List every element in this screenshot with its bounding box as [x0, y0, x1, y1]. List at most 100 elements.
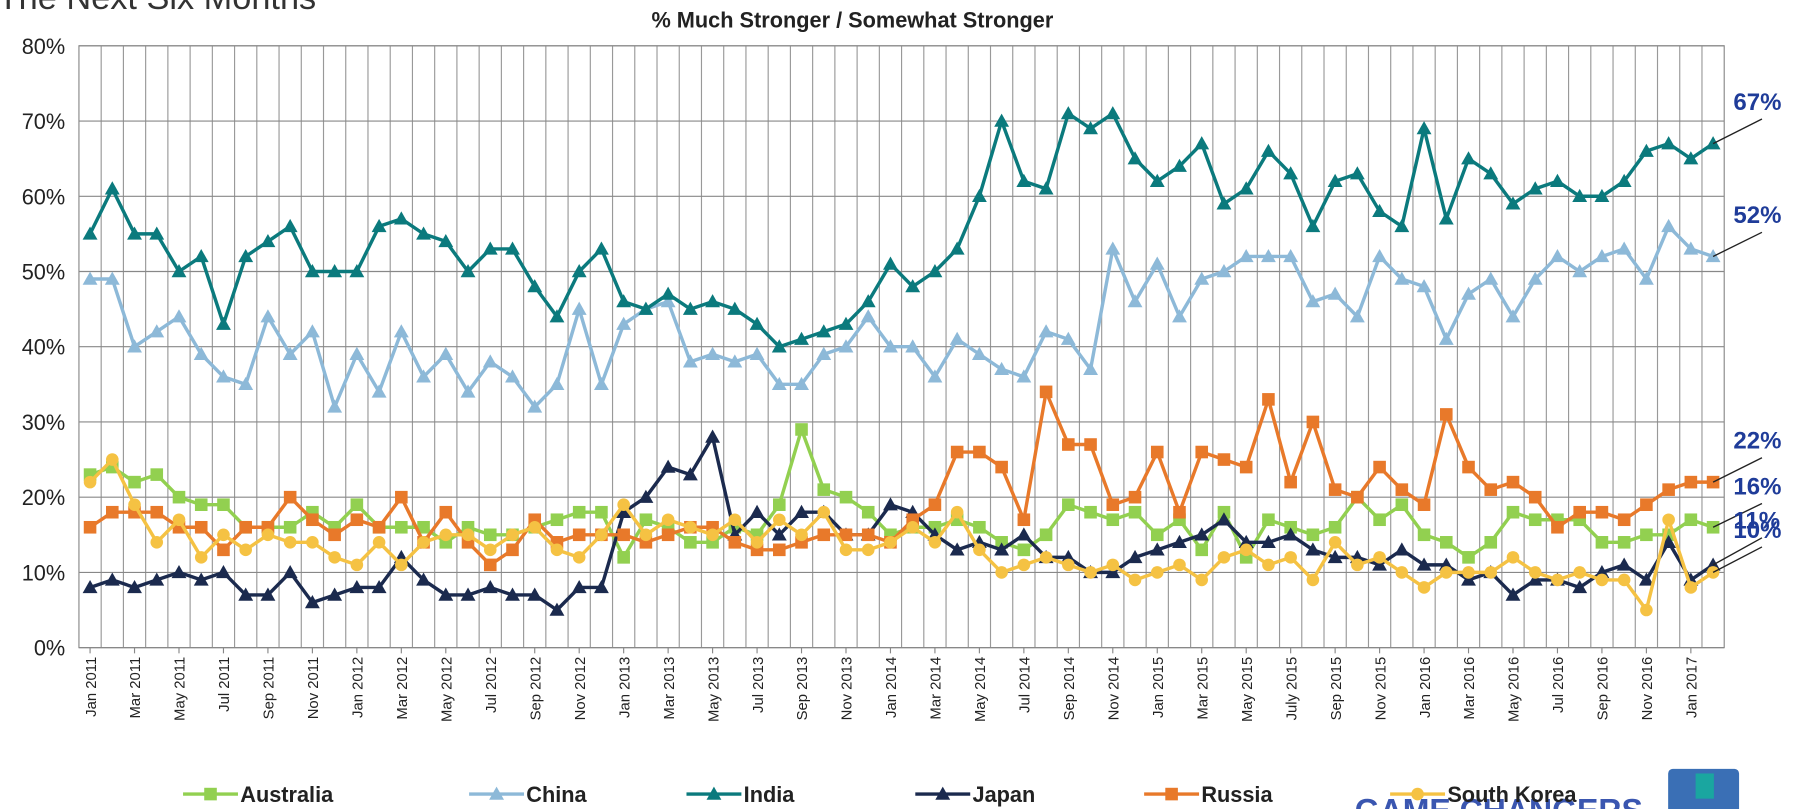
data-point [506, 528, 519, 542]
data-point [1572, 580, 1588, 594]
data-point [217, 543, 230, 557]
data-point [1105, 564, 1121, 579]
data-point [1106, 558, 1120, 572]
legend-marker [1411, 787, 1424, 801]
data-point [1395, 498, 1409, 511]
data-point [1640, 498, 1653, 511]
data-point [1128, 573, 1142, 587]
data-point [884, 536, 897, 549]
data-point [417, 536, 430, 549]
data-point [1616, 173, 1632, 187]
data-point [505, 369, 520, 383]
data-point [660, 286, 676, 300]
data-point [172, 513, 186, 527]
data-point [1439, 408, 1453, 421]
data-point [1106, 498, 1120, 511]
data-point [350, 558, 364, 572]
data-point [660, 294, 676, 308]
data-point [928, 498, 942, 511]
data-point [128, 498, 141, 511]
data-point [1128, 490, 1142, 504]
data-point [1016, 369, 1032, 383]
data-point [1262, 558, 1275, 572]
data-point [1395, 566, 1409, 579]
data-point [82, 226, 98, 240]
data-point [1484, 536, 1498, 549]
data-point [1684, 513, 1698, 527]
data-point [1017, 513, 1031, 527]
data-point [616, 504, 632, 518]
data-point [438, 346, 454, 360]
data-point [795, 423, 808, 436]
data-point [1217, 505, 1231, 519]
data-point [1127, 294, 1143, 308]
data-point [1039, 528, 1053, 542]
data-point [727, 354, 743, 368]
data-point [1150, 528, 1164, 542]
data-point [861, 505, 875, 519]
data-point [238, 249, 254, 263]
data-point [483, 558, 497, 572]
data-point [1305, 542, 1321, 556]
data-point [1039, 551, 1053, 564]
x-tick-label: May 2011 [173, 657, 189, 721]
data-point [260, 309, 276, 323]
data-point [483, 543, 497, 557]
data-point [1617, 513, 1631, 527]
data-point [1284, 520, 1297, 534]
data-point [728, 536, 742, 549]
data-point [593, 241, 609, 255]
data-point [1016, 173, 1032, 187]
data-point [1172, 309, 1187, 323]
legend-label: Australia [240, 782, 334, 807]
data-point [104, 271, 120, 285]
data-point [438, 233, 454, 248]
end-label: 16% [1733, 473, 1781, 500]
end-label: 10% [1733, 517, 1781, 544]
x-tick-label: Sep 2012 [528, 657, 544, 721]
data-point [83, 520, 97, 534]
data-point [550, 543, 564, 557]
data-point [973, 445, 986, 459]
data-point [949, 542, 965, 556]
x-tick-label: May 2015 [1240, 657, 1256, 722]
data-point [1084, 505, 1097, 519]
x-tick-label: Jan 2012 [351, 657, 367, 718]
data-point [1417, 498, 1431, 511]
data-point [172, 490, 186, 504]
x-tick-label: Jul 2013 [751, 657, 767, 713]
data-point [416, 226, 431, 240]
legend-marker [204, 787, 217, 801]
data-point [839, 528, 853, 542]
data-point [417, 520, 430, 534]
data-point [1260, 249, 1276, 263]
end-label: 52% [1733, 202, 1781, 229]
data-point [1372, 249, 1388, 263]
data-point [1483, 166, 1499, 180]
data-point [1484, 483, 1498, 496]
data-point [1505, 196, 1521, 210]
data-point [1505, 587, 1521, 601]
data-point [349, 580, 365, 594]
x-tick-label: Nov 2013 [840, 657, 856, 721]
data-point [439, 528, 453, 542]
data-point [682, 354, 698, 368]
data-point [1373, 460, 1386, 474]
data-point [749, 346, 765, 360]
data-point [82, 271, 98, 285]
data-point [1505, 309, 1521, 323]
data-point [906, 520, 919, 534]
data-point [1661, 136, 1677, 150]
data-point [1060, 331, 1076, 345]
data-point [1238, 534, 1254, 549]
data-point [1062, 438, 1075, 451]
data-point [327, 587, 343, 601]
data-point [1328, 520, 1342, 534]
end-label: 67% [1733, 89, 1781, 116]
x-tick-label: Nov 2012 [573, 657, 589, 721]
data-point [1172, 158, 1187, 172]
data-point [482, 580, 498, 594]
data-point [1394, 271, 1410, 285]
data-point [1638, 271, 1654, 285]
leader-line [1712, 502, 1763, 528]
